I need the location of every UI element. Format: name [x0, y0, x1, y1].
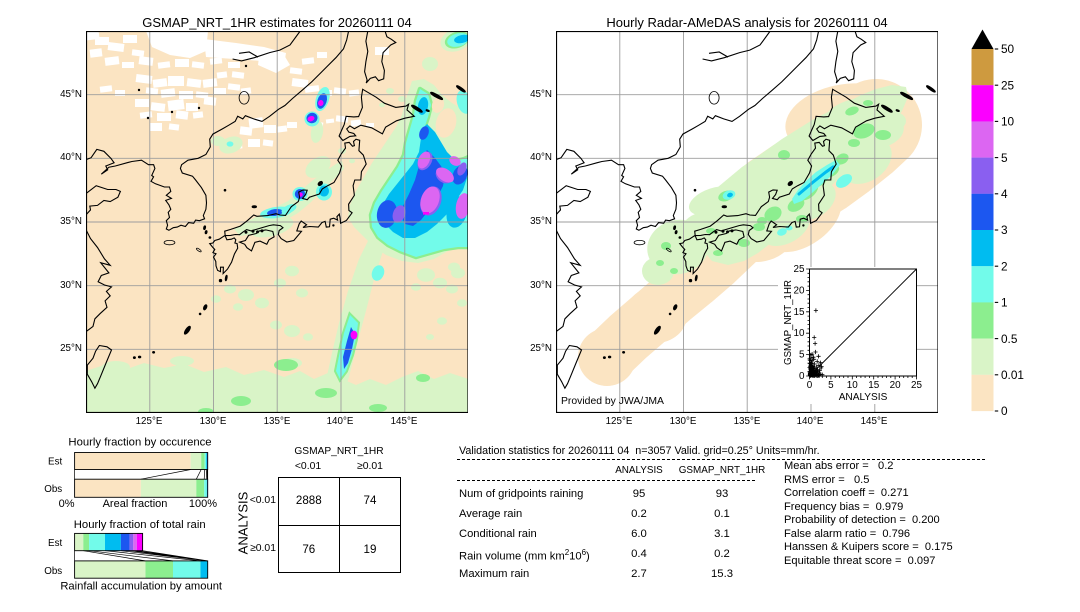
- svg-text:5: 5: [1001, 151, 1008, 165]
- svg-text:0.01: 0.01: [1001, 368, 1024, 382]
- svg-text:50: 50: [1001, 42, 1015, 56]
- svg-text:10: 10: [1001, 115, 1015, 129]
- svg-text:Hourly fraction by occurence: Hourly fraction by occurence: [68, 437, 211, 449]
- svg-text:GSMAP_NRT_1HR: GSMAP_NRT_1HR: [783, 280, 794, 365]
- svg-text:Rainfall accumulation by amoun: Rainfall accumulation by amount: [60, 581, 223, 593]
- svg-text:10: 10: [846, 380, 857, 391]
- svg-text:0: 0: [1001, 404, 1008, 418]
- svg-text:2: 2: [1001, 259, 1008, 273]
- svg-text:25: 25: [911, 380, 922, 391]
- svg-text:15: 15: [868, 380, 879, 391]
- svg-text:3: 3: [1001, 223, 1008, 237]
- svg-text:25: 25: [1001, 78, 1015, 92]
- svg-text:0: 0: [806, 380, 812, 391]
- svg-text:Obs: Obs: [44, 484, 62, 495]
- svg-text:Obs: Obs: [44, 566, 62, 577]
- svg-text:15: 15: [793, 307, 804, 318]
- svg-text:25: 25: [793, 264, 804, 275]
- svg-text:0.5: 0.5: [1001, 332, 1018, 346]
- svg-text:20: 20: [793, 285, 804, 296]
- svg-text:4: 4: [1001, 187, 1008, 201]
- svg-text:Est: Est: [48, 538, 62, 549]
- svg-text:100%: 100%: [189, 498, 217, 510]
- svg-text:0: 0: [799, 371, 805, 382]
- svg-text:5: 5: [799, 350, 805, 361]
- svg-text:Areal fraction: Areal fraction: [103, 498, 168, 510]
- svg-text:10: 10: [793, 328, 804, 339]
- svg-text:ANALYSIS: ANALYSIS: [838, 392, 887, 403]
- svg-text:Est: Est: [48, 457, 62, 468]
- svg-text:Hourly fraction of total rain: Hourly fraction of total rain: [74, 519, 206, 531]
- svg-text:5: 5: [828, 380, 834, 391]
- svg-text:0%: 0%: [59, 498, 75, 510]
- svg-text:1: 1: [1001, 296, 1008, 310]
- svg-text:20: 20: [889, 380, 900, 391]
